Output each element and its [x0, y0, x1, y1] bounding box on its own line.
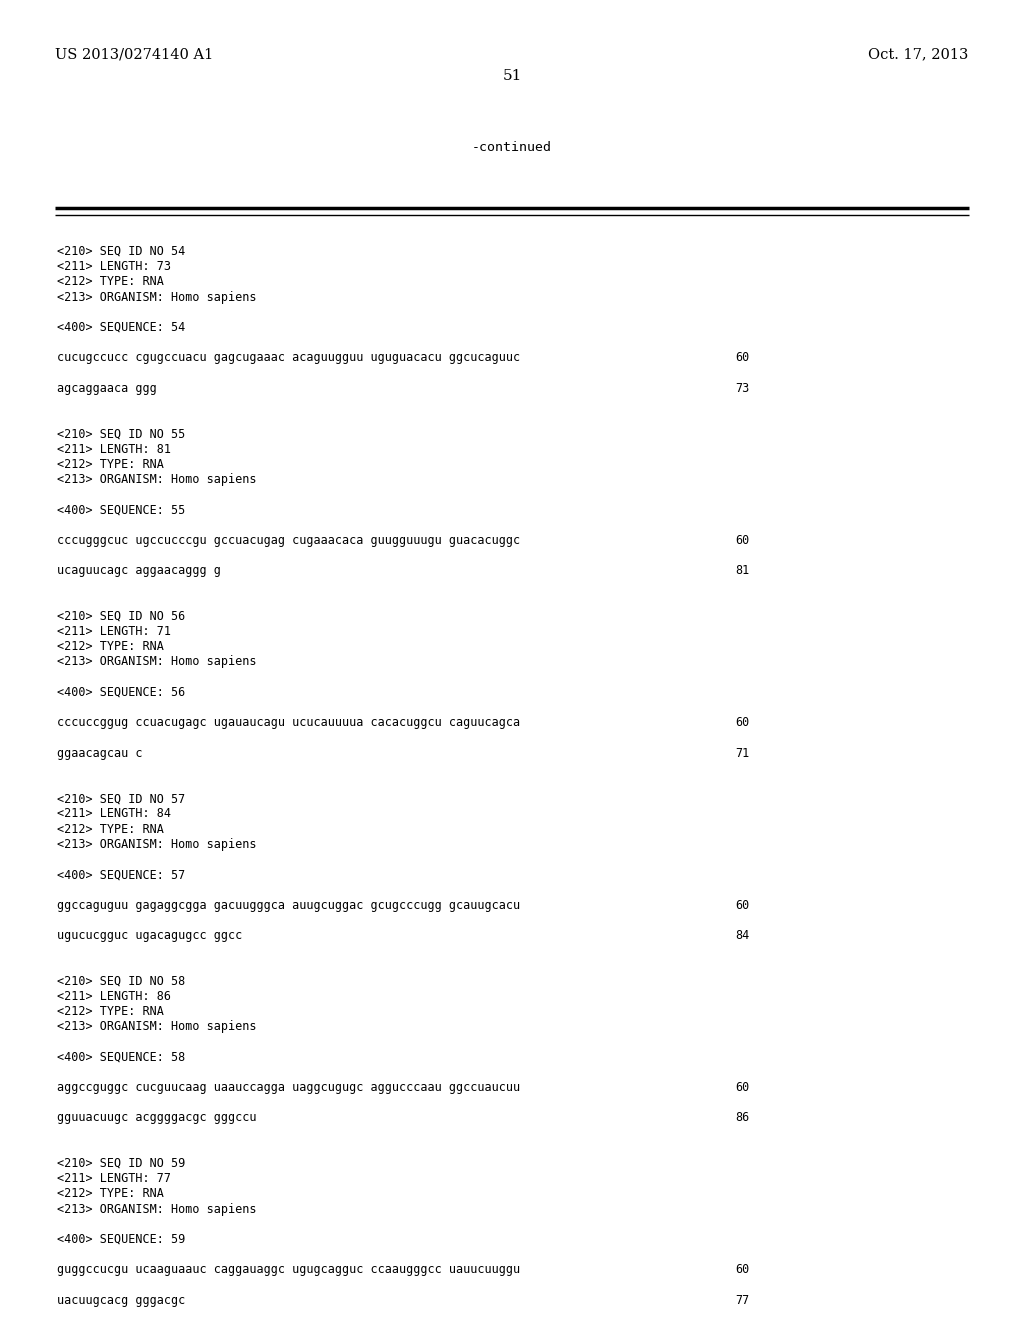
- Text: <213> ORGANISM: Homo sapiens: <213> ORGANISM: Homo sapiens: [57, 838, 256, 851]
- Text: 60: 60: [735, 899, 750, 912]
- Text: cucugccucc cgugccuacu gagcugaaac acaguugguu uguguacacu ggcucaguuc: cucugccucc cgugccuacu gagcugaaac acaguug…: [57, 351, 520, 364]
- Text: <211> LENGTH: 77: <211> LENGTH: 77: [57, 1172, 171, 1185]
- Text: <210> SEQ ID NO 55: <210> SEQ ID NO 55: [57, 428, 185, 441]
- Text: <400> SEQUENCE: 54: <400> SEQUENCE: 54: [57, 321, 185, 334]
- Text: cccugggcuc ugccucccgu gccuacugag cugaaacaca guugguuugu guacacuggc: cccugggcuc ugccucccgu gccuacugag cugaaac…: [57, 533, 520, 546]
- Text: US 2013/0274140 A1: US 2013/0274140 A1: [55, 48, 214, 62]
- Text: <210> SEQ ID NO 59: <210> SEQ ID NO 59: [57, 1158, 185, 1170]
- Text: <210> SEQ ID NO 58: <210> SEQ ID NO 58: [57, 974, 185, 987]
- Text: 86: 86: [735, 1111, 750, 1125]
- Text: 71: 71: [735, 747, 750, 759]
- Text: <211> LENGTH: 84: <211> LENGTH: 84: [57, 808, 171, 821]
- Text: 77: 77: [735, 1294, 750, 1307]
- Text: <213> ORGANISM: Homo sapiens: <213> ORGANISM: Homo sapiens: [57, 290, 256, 304]
- Text: Oct. 17, 2013: Oct. 17, 2013: [868, 48, 969, 62]
- Text: gguuacuugc acggggacgc gggccu: gguuacuugc acggggacgc gggccu: [57, 1111, 256, 1125]
- Text: 60: 60: [735, 717, 750, 729]
- Text: 60: 60: [735, 1081, 750, 1094]
- Text: <400> SEQUENCE: 57: <400> SEQUENCE: 57: [57, 869, 185, 882]
- Text: <210> SEQ ID NO 57: <210> SEQ ID NO 57: [57, 792, 185, 805]
- Text: <211> LENGTH: 73: <211> LENGTH: 73: [57, 260, 171, 273]
- Text: 51: 51: [503, 69, 521, 83]
- Text: <212> TYPE: RNA: <212> TYPE: RNA: [57, 276, 164, 288]
- Text: <400> SEQUENCE: 56: <400> SEQUENCE: 56: [57, 686, 185, 698]
- Text: 81: 81: [735, 564, 750, 577]
- Text: <210> SEQ ID NO 54: <210> SEQ ID NO 54: [57, 246, 185, 257]
- Text: <400> SEQUENCE: 59: <400> SEQUENCE: 59: [57, 1233, 185, 1246]
- Text: ggaacagcau c: ggaacagcau c: [57, 747, 142, 759]
- Text: 60: 60: [735, 1263, 750, 1276]
- Text: <213> ORGANISM: Homo sapiens: <213> ORGANISM: Homo sapiens: [57, 1020, 256, 1034]
- Text: <211> LENGTH: 71: <211> LENGTH: 71: [57, 624, 171, 638]
- Text: <210> SEQ ID NO 56: <210> SEQ ID NO 56: [57, 610, 185, 623]
- Text: <212> TYPE: RNA: <212> TYPE: RNA: [57, 822, 164, 836]
- Text: <212> TYPE: RNA: <212> TYPE: RNA: [57, 640, 164, 653]
- Text: 84: 84: [735, 929, 750, 942]
- Text: uacuugcacg gggacgc: uacuugcacg gggacgc: [57, 1294, 185, 1307]
- Text: <400> SEQUENCE: 58: <400> SEQUENCE: 58: [57, 1051, 185, 1064]
- Text: -continued: -continued: [472, 141, 552, 154]
- Text: 60: 60: [735, 351, 750, 364]
- Text: 60: 60: [735, 533, 750, 546]
- Text: 73: 73: [735, 381, 750, 395]
- Text: ggccaguguu gagaggcgga gacuugggca auugcuggac gcugcccugg gcauugcacu: ggccaguguu gagaggcgga gacuugggca auugcug…: [57, 899, 520, 912]
- Text: <211> LENGTH: 86: <211> LENGTH: 86: [57, 990, 171, 1003]
- Text: guggccucgu ucaaguaauc caggauaggc ugugcagguc ccaaugggcc uauucuuggu: guggccucgu ucaaguaauc caggauaggc ugugcag…: [57, 1263, 520, 1276]
- Text: <211> LENGTH: 81: <211> LENGTH: 81: [57, 442, 171, 455]
- Text: agcaggaaca ggg: agcaggaaca ggg: [57, 381, 157, 395]
- Text: <213> ORGANISM: Homo sapiens: <213> ORGANISM: Homo sapiens: [57, 1203, 256, 1216]
- Text: <212> TYPE: RNA: <212> TYPE: RNA: [57, 1188, 164, 1200]
- Text: ucaguucagc aggaacaggg g: ucaguucagc aggaacaggg g: [57, 564, 221, 577]
- Text: <212> TYPE: RNA: <212> TYPE: RNA: [57, 1005, 164, 1018]
- Text: <400> SEQUENCE: 55: <400> SEQUENCE: 55: [57, 503, 185, 516]
- Text: <212> TYPE: RNA: <212> TYPE: RNA: [57, 458, 164, 471]
- Text: aggccguggc cucguucaag uaauccagga uaggcugugc aggucccaau ggccuaucuu: aggccguggc cucguucaag uaauccagga uaggcug…: [57, 1081, 520, 1094]
- Text: cccuccggug ccuacugagc ugauaucagu ucucauuuua cacacuggcu caguucagca: cccuccggug ccuacugagc ugauaucagu ucucauu…: [57, 717, 520, 729]
- Text: <213> ORGANISM: Homo sapiens: <213> ORGANISM: Homo sapiens: [57, 656, 256, 668]
- Text: ugucucgguc ugacagugcc ggcc: ugucucgguc ugacagugcc ggcc: [57, 929, 243, 942]
- Text: <213> ORGANISM: Homo sapiens: <213> ORGANISM: Homo sapiens: [57, 473, 256, 486]
